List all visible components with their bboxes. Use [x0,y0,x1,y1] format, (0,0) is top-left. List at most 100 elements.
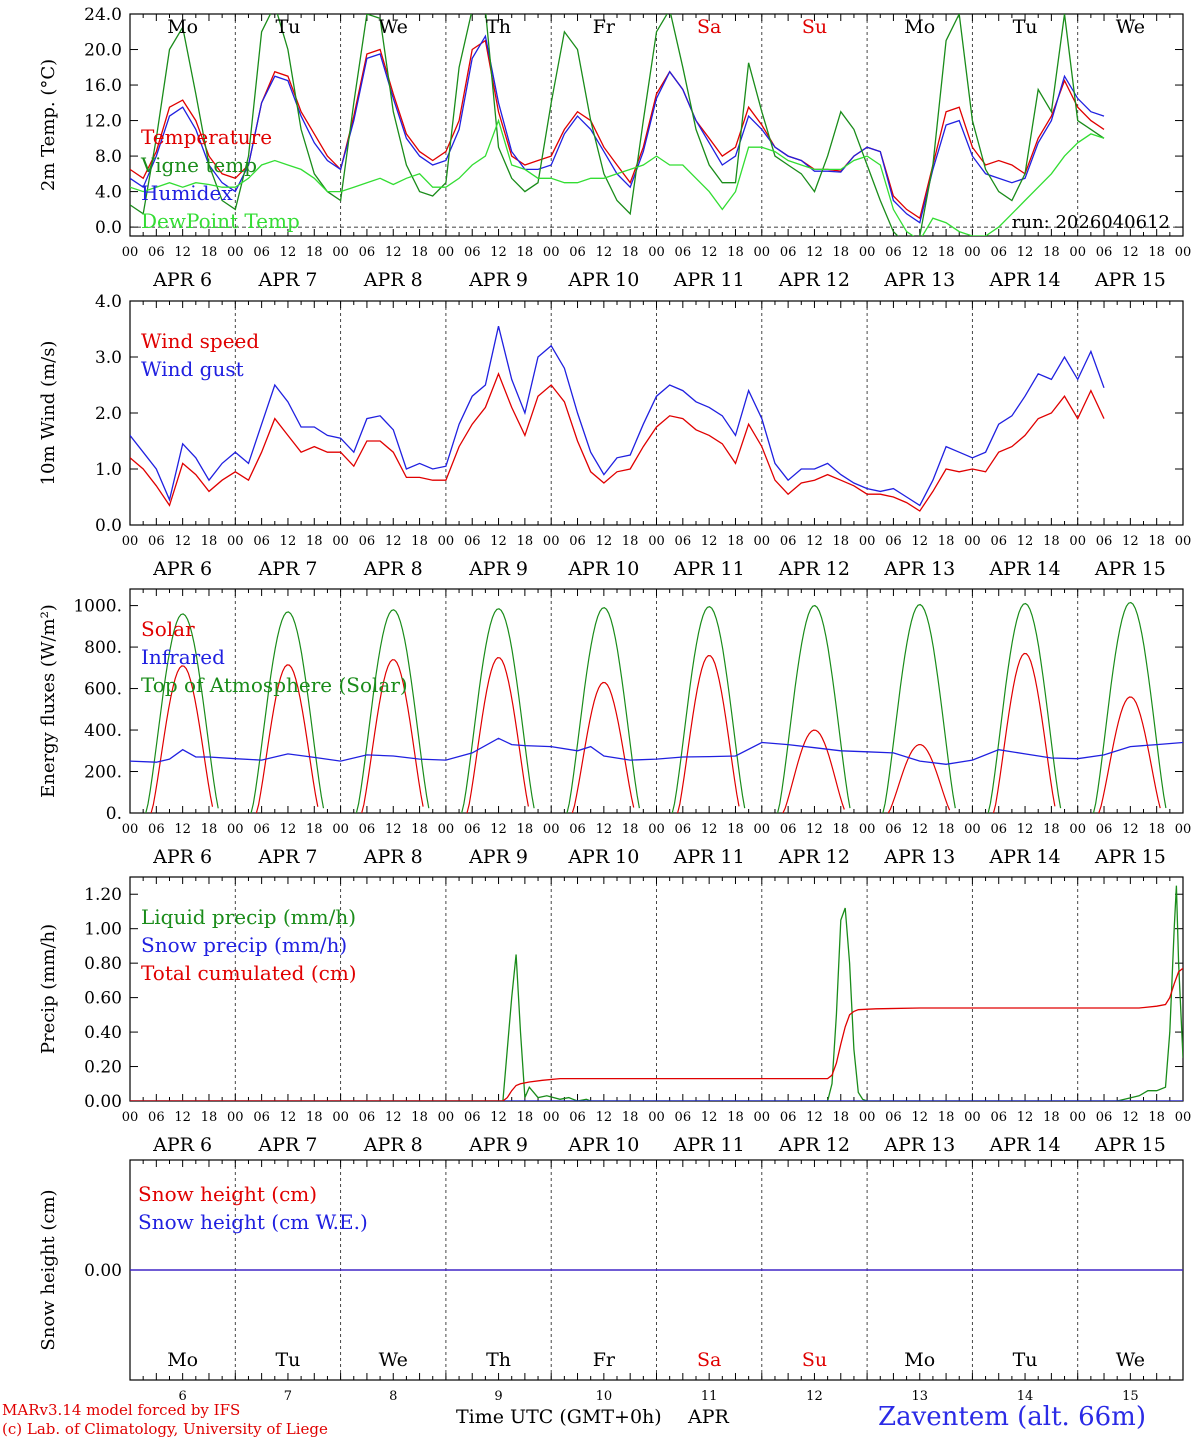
hour-tick-label: 00 [438,822,455,837]
legend-entry: Humidex [141,181,233,205]
hour-tick-label: 00 [332,822,349,837]
hour-tick-label: 00 [227,1110,244,1125]
hour-tick-label: 18 [201,534,218,549]
toa-solar-line-day-6 [671,606,746,813]
date-label: APR 9 [468,269,528,291]
y-tick-label: 800. [84,638,122,658]
hour-tick-label: 12 [911,245,928,260]
toa-solar-line-day-4 [461,608,535,813]
toa-solar-line-day-10 [1092,601,1167,813]
solar-line-day-10 [1098,696,1161,813]
hour-tick-label: 06 [359,1110,376,1125]
hour-tick-label: 18 [306,245,323,260]
hour-tick-label: 00 [754,534,771,549]
hour-tick-label: 18 [411,534,428,549]
solar-line-day-2 [255,664,319,813]
hour-tick-label: 00 [332,534,349,549]
hour-tick-label: 18 [938,822,955,837]
date-label: APR 12 [778,558,850,580]
hour-tick-label: 18 [201,245,218,260]
hour-tick-label: 06 [885,1110,902,1125]
hour-tick-label: 00 [227,245,244,260]
date-label: APR 10 [567,558,639,580]
date-label: APR 13 [883,846,955,868]
hour-tick-label: 06 [885,822,902,837]
day-label: Su [802,1349,827,1371]
hour-tick-label: 00 [1069,1110,1086,1125]
day-number: 12 [806,1389,823,1404]
hour-tick-label: 18 [833,245,850,260]
hour-tick-label: 12 [806,822,823,837]
solar-line-day-8 [887,743,951,813]
wind-speed-line [130,372,1105,512]
y-tick-label: 400. [84,721,122,741]
panel-1: 0.0 4.0 8.0 12.0 16.0 20.0 24.0 2m Temp. (°C) 00… [38,5,1191,291]
hour-tick-label: 12 [596,822,613,837]
hour-tick-label: 18 [727,822,744,837]
hour-tick-label: 06 [885,534,902,549]
y-tick-label: 0.60 [84,989,122,1009]
date-label: APR 14 [989,269,1061,291]
hour-tick-label: 18 [727,245,744,260]
hour-tick-label: 18 [833,534,850,549]
hour-tick-label: 06 [359,534,376,549]
hour-tick-label: 00 [964,245,981,260]
hour-tick-label: 06 [569,1110,586,1125]
day-label: We [1116,1349,1145,1371]
date-label: APR 11 [673,846,745,868]
hour-tick-label: 12 [911,534,928,549]
hour-tick-label: 06 [148,822,165,837]
hour-tick-label: 00 [754,1110,771,1125]
hour-tick-label: 18 [306,534,323,549]
hour-tick-label: 12 [911,1110,928,1125]
temperature-line [130,39,1105,220]
hour-tick-label: 06 [780,245,797,260]
date-label: APR 8 [363,558,423,580]
toa-solar-line-day-5 [566,607,640,813]
total-cumulated-cm-line [130,967,1183,1101]
legend-entry: Vigne temp [140,153,257,177]
date-label: APR 6 [152,846,212,868]
hour-tick-label: 06 [990,822,1007,837]
wind-gust-line [130,326,1105,507]
hour-tick-label: 18 [622,245,639,260]
day-label: Mo [167,16,198,38]
date-label: APR 9 [468,1134,528,1156]
hour-tick-label: 12 [280,245,297,260]
date-label: APR 12 [778,846,850,868]
y-tick-label: 20.0 [84,41,122,61]
hour-tick-label: 18 [833,1110,850,1125]
day-number: 14 [1017,1389,1034,1404]
y-tick-label: 24.0 [84,5,122,25]
hour-tick-label: 06 [464,245,481,260]
hour-tick-label: 00 [964,534,981,549]
date-label: APR 12 [778,1134,850,1156]
date-label: APR 15 [1094,269,1166,291]
y-tick-label: 600. [84,680,122,700]
y-tick-label: 4.0 [95,292,122,312]
day-label: Mo [167,1349,198,1371]
date-label: APR 6 [152,269,212,291]
y-tick-label: 0.00 [84,1261,122,1281]
hour-tick-label: 00 [648,245,665,260]
hour-tick-label: 12 [490,245,507,260]
legend-entry: DewPoint Temp [141,209,300,233]
y-axis-label: 10m Wind (m/s) [38,341,59,486]
hour-tick-label: 18 [1043,822,1060,837]
hour-tick-label: 12 [806,1110,823,1125]
hour-tick-label: 12 [490,822,507,837]
series-group [130,601,1183,813]
date-label: APR 12 [778,269,850,291]
solar-line-day-1 [150,665,214,813]
hour-tick-label: 18 [1148,245,1165,260]
hour-tick-label: 00 [332,245,349,260]
solar-line-day-3 [361,659,424,813]
hour-tick-label: 18 [622,822,639,837]
hour-tick-label: 06 [990,245,1007,260]
hour-tick-label: 18 [1148,1110,1165,1125]
hour-tick-label: 12 [1122,245,1139,260]
date-label: APR 9 [468,558,528,580]
date-label: APR 11 [673,558,745,580]
date-label: APR 15 [1094,1134,1166,1156]
date-label: APR 7 [257,1134,317,1156]
